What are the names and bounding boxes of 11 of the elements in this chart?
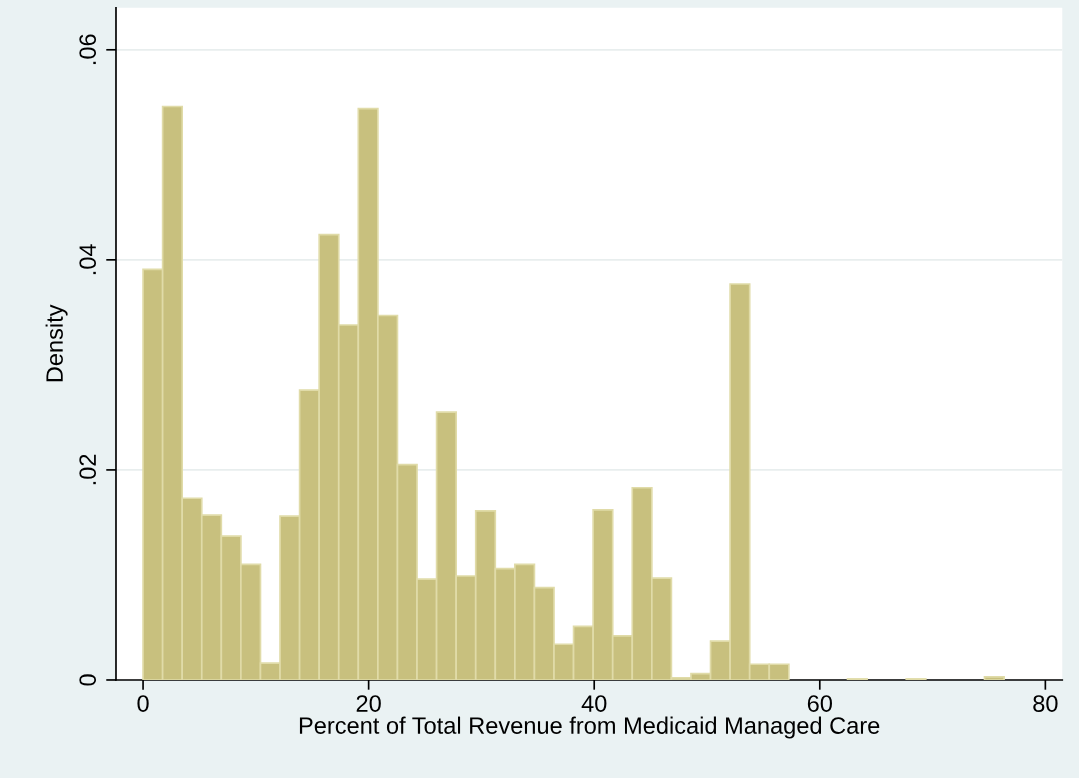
x-axis-title: Percent of Total Revenue from Medicaid Managed Care [299, 716, 880, 739]
y-tick-label: .06 [79, 34, 97, 65]
x-tick-label: 20 [356, 695, 381, 712]
x-tick-label: 40 [581, 695, 607, 712]
y-tick-label: 0 [79, 674, 97, 686]
x-tick-label: 80 [1033, 695, 1058, 712]
y-axis-title: Density [45, 304, 68, 382]
x-tick-label: 0 [137, 695, 149, 712]
x-tick-label: 60 [807, 695, 832, 712]
y-tick-label: .04 [79, 244, 97, 275]
y-tick-label: .02 [79, 454, 97, 485]
